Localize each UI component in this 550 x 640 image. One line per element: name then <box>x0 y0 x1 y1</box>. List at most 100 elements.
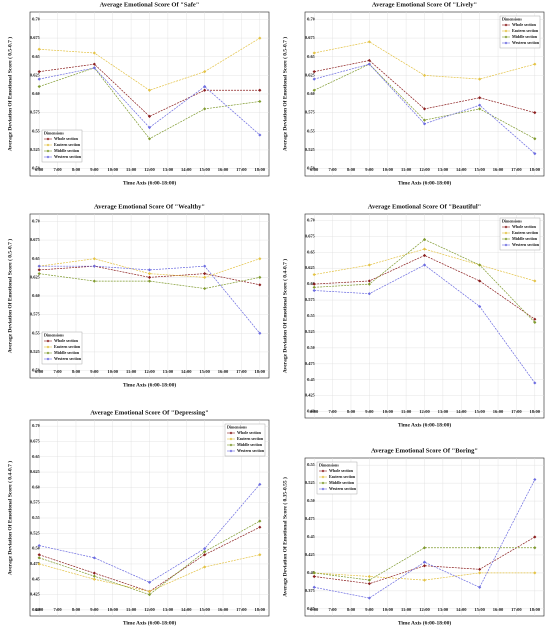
y-tick-label: 0.675 <box>305 233 316 238</box>
point <box>312 272 316 277</box>
legend-title: Dimensions <box>502 16 522 21</box>
y-tick-label: 0.575 <box>30 500 41 505</box>
y-axis-label: Average Deviation Of Emotional Score ( 0… <box>6 239 13 353</box>
legend-label: Whole section <box>329 468 354 473</box>
point <box>203 286 207 291</box>
legend-label: Whole section <box>54 136 79 141</box>
point <box>37 543 41 548</box>
y-tick-label: 0.575 <box>305 110 316 115</box>
point <box>533 535 537 539</box>
y-tick-label: 0.525 <box>305 329 316 334</box>
point <box>367 578 371 582</box>
series-line <box>314 479 536 599</box>
x-tick-label: 13:00 <box>438 409 449 414</box>
point <box>312 88 316 92</box>
point <box>312 70 316 74</box>
x-tick-label: 16:00 <box>493 409 504 414</box>
point <box>478 571 482 575</box>
chart-title: Average Emotional Score Of "Boring" <box>371 447 478 454</box>
point <box>533 320 537 324</box>
point <box>147 88 152 92</box>
y-tick-label: 0.675 <box>305 35 316 40</box>
y-tick-label: 0.55 <box>32 128 41 133</box>
x-axis-label: Time Axis (6:00-18:00) <box>398 619 452 626</box>
x-tick-label: 6:00 <box>310 409 319 414</box>
point <box>422 107 427 111</box>
legend-marker <box>229 443 233 447</box>
point <box>422 263 427 267</box>
y-tick-label: 0.70 <box>307 217 316 222</box>
y-tick-label: 0.60 <box>307 281 316 286</box>
x-axis-label: Time Axis (6:00-18:00) <box>123 179 177 186</box>
point <box>367 40 371 44</box>
legend-label: Whole section <box>512 22 537 27</box>
x-tick-label: 14:00 <box>181 607 192 612</box>
legend-marker <box>321 469 325 473</box>
x-tick-label: 11:00 <box>126 369 137 374</box>
y-tick-label: 0.625 <box>305 72 316 77</box>
x-tick-label: 7:00 <box>328 409 337 414</box>
point <box>92 51 96 55</box>
point <box>258 88 262 92</box>
point <box>367 282 371 286</box>
series-line <box>314 547 535 581</box>
x-tick-label: 13:00 <box>163 167 174 172</box>
legend-marker <box>229 449 233 453</box>
legend-label: Middle section <box>512 236 538 241</box>
series-line <box>39 67 261 136</box>
point <box>367 574 371 579</box>
x-tick-label: 15:00 <box>474 167 485 172</box>
x-tick-label: 6:00 <box>310 607 319 612</box>
x-tick-label: 18:00 <box>255 369 266 374</box>
point <box>422 73 427 77</box>
point <box>203 275 207 279</box>
legend-label: Eastern section <box>54 142 81 147</box>
legend-label: Western section <box>237 448 265 453</box>
x-tick-label: 17:00 <box>236 607 247 612</box>
point <box>147 275 152 279</box>
y-tick-label: 0.65 <box>32 454 41 459</box>
legend-marker <box>321 487 325 491</box>
y-tick-label: 0.60 <box>32 91 41 96</box>
legend-marker <box>504 29 508 33</box>
point <box>203 550 207 554</box>
y-tick-label: 0.40 <box>307 570 316 575</box>
point <box>258 553 262 557</box>
x-tick-label: 10:00 <box>382 167 393 172</box>
y-axis-label: Average Deviation Of Emotional Score ( 0… <box>281 259 288 373</box>
point <box>258 283 262 287</box>
x-tick-label: 9:00 <box>90 607 99 612</box>
point <box>203 272 207 276</box>
x-tick-label: 9:00 <box>90 167 99 172</box>
x-tick-label: 17:00 <box>511 607 522 612</box>
point <box>533 137 537 141</box>
panel: Average Emotional Score Of "Depressing" 0… <box>6 409 270 626</box>
point <box>312 585 316 589</box>
x-tick-label: 10:00 <box>382 409 393 414</box>
point <box>478 546 482 550</box>
y-tick-label: 0.55 <box>307 128 316 133</box>
legend-label: Western section <box>329 486 357 491</box>
point <box>92 62 96 66</box>
legend-label: Whole section <box>237 430 262 435</box>
point <box>92 66 96 70</box>
series-line <box>39 273 260 289</box>
x-tick-label: 17:00 <box>511 167 522 172</box>
y-tick-label: 0.50 <box>32 368 41 373</box>
point <box>37 77 41 81</box>
legend-label: Western section <box>512 40 540 45</box>
y-tick-label: 0.50 <box>307 498 316 503</box>
point <box>92 556 96 560</box>
y-tick-label: 0.625 <box>305 265 316 270</box>
y-tick-label: 0.45 <box>32 576 41 581</box>
x-tick-label: 18:00 <box>255 167 266 172</box>
y-tick-label: 0.575 <box>30 110 41 115</box>
x-tick-label: 17:00 <box>236 167 247 172</box>
x-tick-label: 18:00 <box>530 167 541 172</box>
point <box>367 58 371 63</box>
x-tick-label: 16:00 <box>218 369 229 374</box>
y-tick-label: 0.70 <box>32 423 41 428</box>
point <box>92 264 96 268</box>
point <box>422 564 427 568</box>
legend-marker <box>504 231 508 235</box>
